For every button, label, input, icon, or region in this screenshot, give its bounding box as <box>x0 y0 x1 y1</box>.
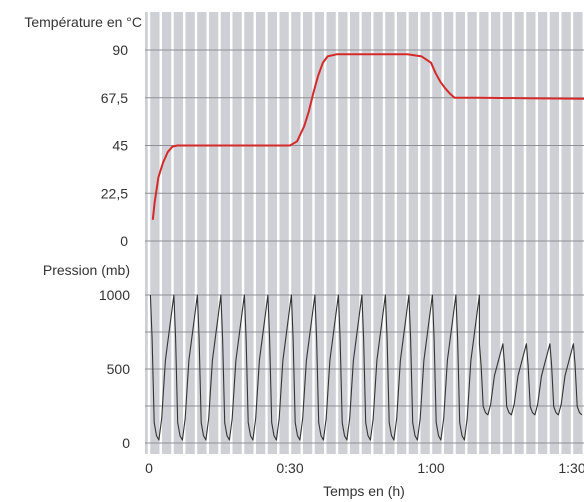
temperature-series-line <box>151 53 584 220</box>
temperature-tick-label: 67,5 <box>101 90 128 106</box>
temperature-tick-label: 45 <box>112 138 128 154</box>
x-tick-label: 0 <box>145 460 153 476</box>
x-axis-label: Temps en (h) <box>323 483 405 499</box>
grid-stripe <box>335 12 339 454</box>
grid-stripe <box>441 12 444 454</box>
grid-stripe <box>582 12 584 454</box>
pressure-tick-label: 1000 <box>99 287 130 303</box>
x-tick-label: 0:30 <box>276 460 303 476</box>
grid-stripe <box>300 12 303 454</box>
grid-stripe <box>547 12 550 454</box>
grid-stripe <box>265 12 268 454</box>
grid-stripe <box>394 12 397 454</box>
grid-stripe <box>194 12 198 454</box>
grid-stripe <box>535 12 538 454</box>
grid-stripe <box>488 12 491 454</box>
grid-stripe <box>183 12 186 454</box>
grid-stripe <box>312 12 315 454</box>
grid-stripe <box>324 12 327 454</box>
pressure-series-line <box>149 294 583 441</box>
grid-stripe <box>453 12 456 454</box>
grid-stripe <box>347 12 350 454</box>
grid-stripe <box>241 12 245 454</box>
pressure-tick-label: 500 <box>107 361 131 377</box>
vertical-grid-stripes <box>147 12 584 454</box>
grid-stripe <box>418 12 421 454</box>
x-tick-labels: 0 0:30 1:00 1:30 <box>145 460 584 476</box>
grid-stripe <box>253 12 256 454</box>
grid-stripe <box>382 12 386 454</box>
temperature-axis-label: Température en °C <box>24 14 142 30</box>
grid-stripe <box>570 12 574 454</box>
pressure-tick-label: 0 <box>122 435 130 451</box>
grid-stripe <box>465 12 468 454</box>
grid-stripe <box>147 12 151 454</box>
grid-stripe <box>476 12 480 454</box>
grid-stripe <box>500 12 503 454</box>
grid-stripe <box>523 12 527 454</box>
y-tick-labels: 90 67,5 45 22,5 0 1000 500 0 <box>99 42 130 451</box>
temperature-tick-label: 22,5 <box>101 185 128 201</box>
pressure-axis-label: Pression (mb) <box>43 262 130 278</box>
grid-stripe <box>559 12 562 454</box>
grid-stripe <box>371 12 374 454</box>
grid-stripe <box>206 12 209 454</box>
grid-stripe <box>288 12 292 454</box>
x-tick-label: 1:00 <box>417 460 444 476</box>
grid-stripe <box>406 12 409 454</box>
temperature-tick-label: 0 <box>120 233 128 249</box>
grid-stripe <box>359 12 362 454</box>
grid-stripe <box>218 12 221 454</box>
grid-stripe <box>512 12 515 454</box>
temperature-tick-label: 90 <box>112 42 128 58</box>
grid-stripe <box>171 12 174 454</box>
x-tick-label: 1:30 <box>558 460 584 476</box>
grid-stripe <box>230 12 233 454</box>
grid-stripe <box>277 12 280 454</box>
grid-stripe <box>429 12 433 454</box>
grid-stripe <box>159 12 162 454</box>
